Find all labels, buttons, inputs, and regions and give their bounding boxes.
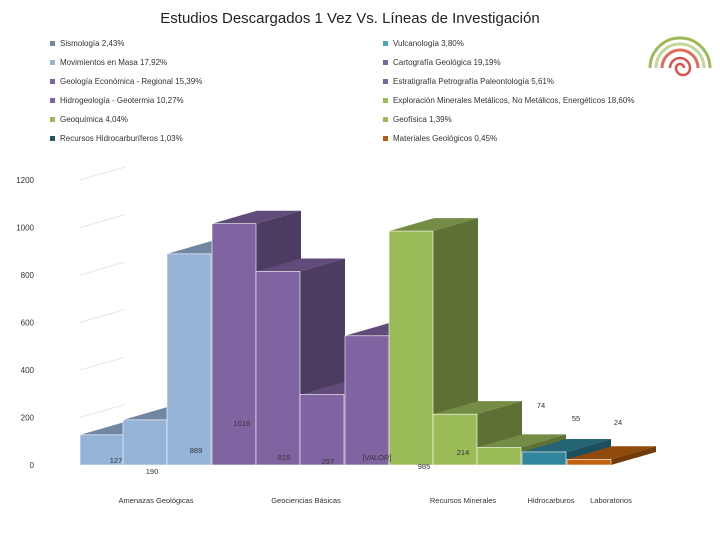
legend-entry: Hidrogeología - Geotermia 10,27% [50,96,184,105]
legend-entry: Vulcanología 3,80% [383,39,464,48]
legend-swatch [383,117,388,123]
data-label: 297 [322,457,335,466]
gridline [79,404,126,418]
data-label: 127 [110,456,123,465]
chart-title: Estudios Descargados 1 Vez Vs. Líneas de… [160,10,540,27]
legend-swatch [50,41,55,47]
legend-swatch [383,79,388,85]
data-label: 1016 [234,419,251,428]
legend-label: Geología Económica - Regional 15,39% [60,77,203,86]
legend-label: Estratigrafía Petrografía Paleontología … [393,77,554,86]
bar-top [477,434,566,448]
data-label: [VALOR] [362,453,391,462]
bar [344,335,390,466]
bar [521,451,567,466]
legend-swatch [50,117,55,123]
bar-top [389,218,478,232]
bar [211,223,257,466]
legend-swatch [50,79,55,85]
legend-label: Cartografía Geológica 19,19% [393,58,501,67]
bar [476,447,522,466]
legend-entry: Geoquímica 4,04% [50,115,128,124]
legend-swatch [50,98,55,104]
legend-entry: Cartografía Geológica 19,19% [383,58,501,67]
gridline [79,214,126,228]
category-label: Recursos Minerales [430,496,497,505]
category-label: Hidrocarburos [527,496,574,505]
bar [122,419,168,466]
legend-entry: Estratigrafía Petrografía Paleontología … [383,77,554,86]
legend-label: Hidrogeología - Geotermia 10,27% [60,96,184,105]
gridline [79,309,126,323]
bar-top [212,210,301,224]
legend-label: Exploración Minerales Metálicos, No Metá… [393,96,635,105]
bar-side [433,218,478,465]
bar [166,253,212,466]
gridline [79,166,126,181]
legend-label: Geofísica 1,39% [393,115,452,124]
legend-entry: Geofísica 1,39% [383,115,452,124]
legend-label: Recursos Hidrocarburíferos 1,03% [60,134,183,143]
legend-label: Materiales Geológicos 0,45% [393,134,498,143]
legend-label: Sismología 2,43% [60,39,125,48]
bar-top [522,438,611,452]
gridline [79,261,126,276]
data-label: 985 [418,462,431,471]
legend-label: Geoquímica 4,04% [60,115,129,124]
data-label: 24 [614,418,622,427]
data-label: 55 [572,414,580,423]
bar [388,230,434,466]
legend-swatch [383,60,388,66]
bar [255,271,301,466]
bar-top [433,401,522,415]
legend-entry: Exploración Minerales Metálicos, No Metá… [383,96,634,105]
bar-top [256,258,345,272]
gridline [79,356,126,371]
legend-entry: Geología Económica - Regional 15,39% [50,77,202,86]
legend-label: Vulcanología 3,80% [393,39,464,48]
bar [566,458,612,466]
legend-entry: Materiales Geológicos 0,45% [383,134,497,143]
y-tick-label: 1200 [16,176,34,185]
bar-top [567,446,656,460]
y-tick-label: 0 [30,461,35,470]
legend-entry: Recursos Hidrocarburíferos 1,03% [50,134,183,143]
spiral-logo-icon [648,36,712,77]
data-label: 815 [278,453,291,462]
category-label: Laboratorios [590,496,632,505]
category-label: Amenazas Geológicas [118,496,193,505]
legend-swatch [50,136,55,142]
legend-swatch [383,41,388,47]
bar [432,413,478,466]
y-tick-label: 1000 [16,224,34,233]
y-tick-label: 600 [21,319,35,328]
category-label: Geociencias Básicas [271,496,341,505]
data-label: 190 [146,467,159,476]
bar [299,394,345,466]
legend-swatch [383,98,388,104]
y-tick-label: 200 [21,414,35,423]
data-label: 74 [537,401,545,410]
bar-side [611,446,656,465]
legend-swatch [50,60,55,66]
data-label: 889 [190,446,203,455]
legend-label: Movimientos en Masa 17,92% [60,58,168,67]
y-tick-label: 400 [21,366,35,375]
legend-swatch [383,136,388,142]
data-label: 214 [457,448,470,457]
legend-entry: Movimientos en Masa 17,92% [50,58,167,67]
y-tick-label: 800 [21,271,35,280]
legend-entry: Sismología 2,43% [50,39,124,48]
